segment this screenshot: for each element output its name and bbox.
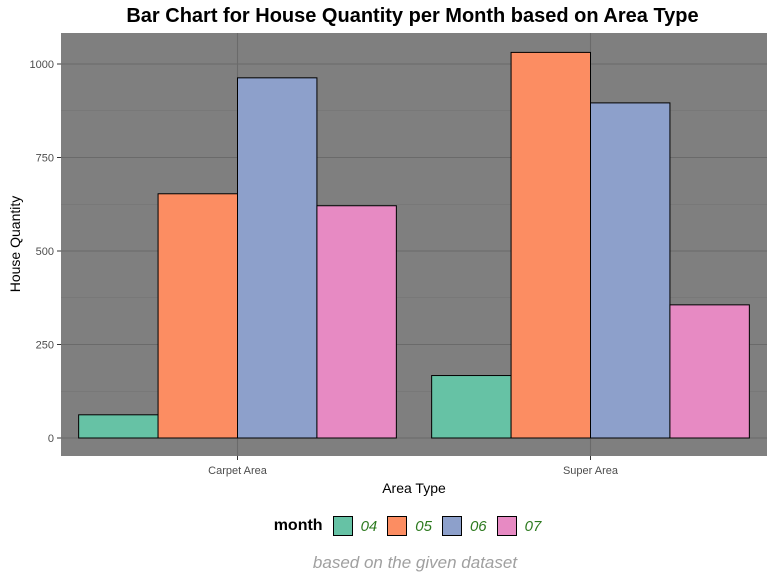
- x-tick-label: Carpet Area: [208, 465, 268, 477]
- bar-06-carpet-area: [237, 77, 318, 439]
- legend-item-07: 07: [496, 516, 542, 536]
- legend-item-04: 04: [332, 516, 378, 536]
- y-tick-label: 750: [36, 153, 54, 165]
- legend-label: 05: [415, 517, 432, 535]
- y-tick-label: 0: [48, 433, 54, 445]
- legend-item-06: 06: [441, 516, 487, 536]
- legend-swatch: [387, 516, 408, 536]
- bars-group: [78, 51, 750, 439]
- bar-05-carpet-area: [157, 193, 238, 439]
- bar-07-carpet-area: [316, 205, 397, 439]
- y-tick-label: 1000: [30, 59, 54, 71]
- legend-swatch: [496, 516, 517, 536]
- legend-swatch: [441, 516, 462, 536]
- legend-swatch: [332, 516, 353, 536]
- bar-05-super-area: [510, 51, 592, 439]
- legend-label: 06: [469, 517, 487, 535]
- y-tick-label: 500: [36, 246, 54, 258]
- y-axis-label: House Quantity: [7, 196, 23, 293]
- legend-label: 04: [360, 517, 378, 535]
- x-tick-label: Super Area: [563, 465, 619, 477]
- bar-04-super-area: [431, 375, 512, 439]
- bar-07-super-area: [669, 304, 750, 439]
- legend: month 04 05 06 07: [0, 516, 775, 536]
- y-axis: 0 250 500 750 1000: [30, 59, 61, 445]
- bar-06-super-area: [590, 102, 671, 439]
- x-axis: Carpet Area Super Area: [208, 456, 619, 477]
- y-tick-label: 250: [36, 340, 54, 352]
- caption: based on the given dataset: [312, 553, 518, 572]
- chart-title: Bar Chart for House Quantity per Month b…: [126, 5, 699, 27]
- legend-title: month: [273, 517, 323, 534]
- legend-item-05: 05: [387, 516, 432, 536]
- bar-04-carpet-area: [78, 414, 159, 439]
- x-axis-label: Area Type: [382, 480, 446, 496]
- legend-label: 07: [524, 517, 542, 535]
